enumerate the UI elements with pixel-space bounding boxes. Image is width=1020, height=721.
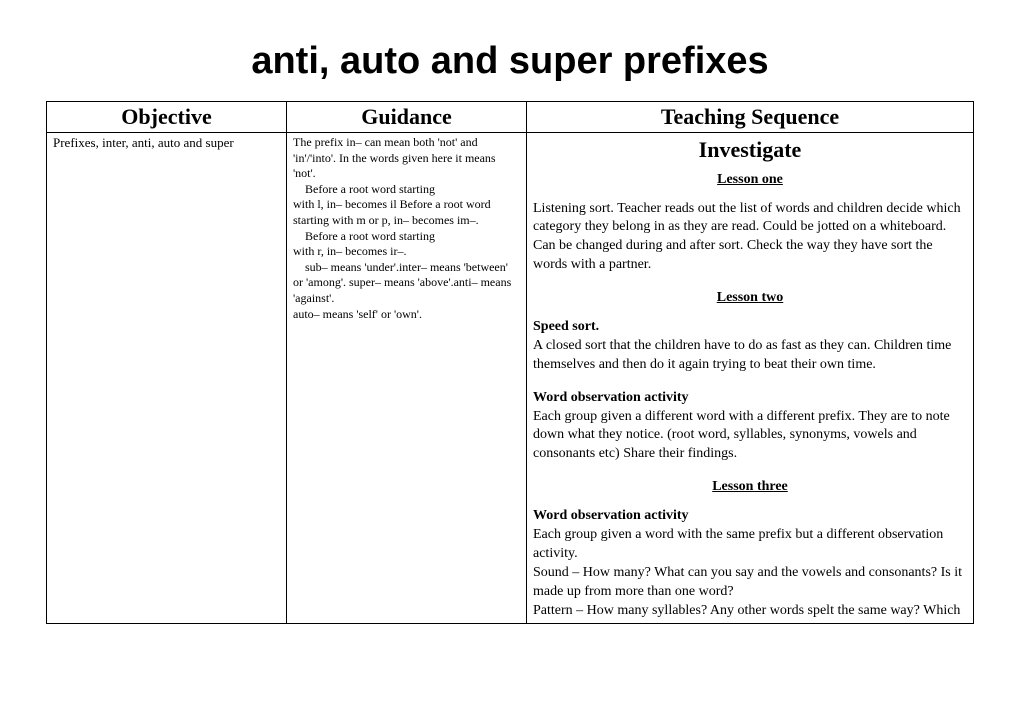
guidance-p2: Before a root word starting — [293, 182, 520, 198]
teaching-cell: Investigate Lesson one Listening sort. T… — [527, 133, 974, 624]
word-obs1-block: Word observation activity Each group giv… — [533, 389, 967, 465]
word-obs2-title: Word observation activity — [533, 508, 689, 523]
investigate-heading: Investigate — [533, 135, 967, 165]
lesson-plan-table: Objective Guidance Teaching Sequence Pre… — [46, 101, 974, 624]
guidance-p3: Before a root word starting — [293, 229, 520, 245]
pattern-text: Pattern – How many syllables? Any other … — [533, 603, 960, 618]
guidance-cell: The prefix in– can mean both 'not' and '… — [287, 133, 527, 624]
speed-sort-block: Speed sort. A closed sort that the child… — [533, 318, 967, 375]
guidance-p1: The prefix in– can mean both 'not' and '… — [293, 135, 520, 182]
word-obs2-block: Word observation activity Each group giv… — [533, 507, 967, 620]
guidance-p4a: sub– means 'under'.inter– means 'between… — [293, 260, 511, 305]
header-teaching: Teaching Sequence — [527, 102, 974, 133]
guidance-p4: sub– means 'under'.inter– means 'between… — [293, 260, 520, 307]
guidance-p3a: Before a root word starting — [305, 229, 435, 243]
speed-sort-text: A closed sort that the children have to … — [533, 338, 951, 372]
guidance-p3b: with r, in– becomes ir–. — [293, 244, 520, 260]
lesson-one-heading: Lesson one — [533, 171, 967, 190]
word-obs1-title: Word observation activity — [533, 390, 689, 405]
lesson-two-heading: Lesson two — [533, 289, 967, 308]
table-header-row: Objective Guidance Teaching Sequence — [47, 102, 974, 133]
header-objective: Objective — [47, 102, 287, 133]
lesson-three-heading: Lesson three — [533, 478, 967, 497]
word-obs2-text: Each group given a word with the same pr… — [533, 527, 943, 561]
guidance-p2a: Before a root word starting — [305, 182, 435, 196]
objective-cell: Prefixes, inter, anti, auto and super — [47, 133, 287, 624]
guidance-p4b: auto– means 'self' or 'own'. — [293, 307, 520, 323]
objective-text: Prefixes, inter, anti, auto and super — [53, 135, 280, 151]
table-row: Prefixes, inter, anti, auto and super Th… — [47, 133, 974, 624]
lesson-one-text: Listening sort. Teacher reads out the li… — [533, 200, 967, 276]
speed-sort-title: Speed sort. — [533, 319, 599, 334]
header-guidance: Guidance — [287, 102, 527, 133]
page-title: anti, auto and super prefixes — [46, 40, 974, 83]
word-obs1-text: Each group given a different word with a… — [533, 409, 950, 462]
guidance-p2b: with l, in– becomes il Before a root wor… — [293, 197, 520, 228]
sound-text: Sound – How many? What can you say and t… — [533, 565, 962, 599]
